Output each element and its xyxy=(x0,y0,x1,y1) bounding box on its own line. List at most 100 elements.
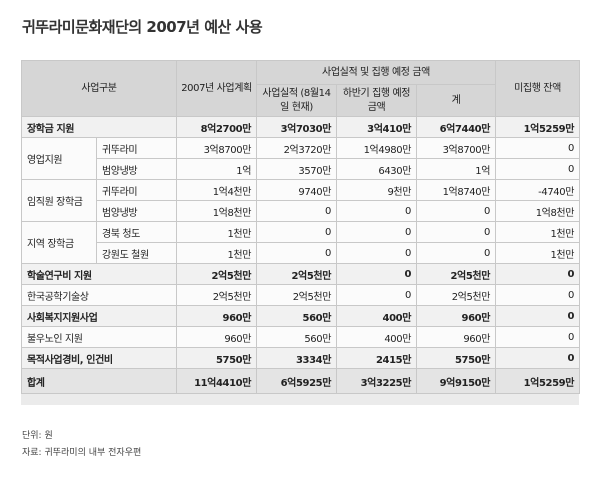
cell-balance: 0 xyxy=(495,326,581,348)
cell-plan: 5750만 xyxy=(176,347,258,369)
cell-sum: 1억 xyxy=(416,158,497,180)
header-second-half: 하반기 집행 예정 금액 xyxy=(336,84,418,117)
cell-plan: 960만 xyxy=(176,326,258,348)
header-category: 사업구분 xyxy=(20,60,178,117)
cell-balance: 0 xyxy=(495,284,581,306)
table-row: 장학금 지원 8억2700만 3억7030만 3억410만 6억7440만 1억… xyxy=(20,116,581,138)
page-title: 귀뚜라미문화재단의 2007년 예산 사용 xyxy=(22,18,263,36)
cell-sum: 5750만 xyxy=(416,347,497,369)
row-label: 사회복지지원사업 xyxy=(20,305,178,327)
cell-second-half: 3억3225만 xyxy=(336,368,418,394)
cell-balance: 1천만 xyxy=(495,221,581,243)
cell-sum: 2억5천만 xyxy=(416,263,497,285)
table-notes: 단위: 원 자료: 귀뚜라미의 내부 전자우편 xyxy=(22,428,141,462)
row-label: 불우노인 지원 xyxy=(20,326,178,348)
cell-second-half: 6430만 xyxy=(336,158,418,180)
cell-balance: 1억5259만 xyxy=(495,368,581,394)
table-row: 한국공학기술상 2억5천만 2억5천만 0 2억5천만 0 xyxy=(20,284,581,306)
header-group: 사업실적 및 집행 예정 금액 xyxy=(256,60,497,85)
cell-second-half: 1억4980만 xyxy=(336,137,418,159)
cell-sum: 960만 xyxy=(416,326,497,348)
cell-actual: 9740만 xyxy=(256,179,338,201)
cell-sum: 0 xyxy=(416,221,497,243)
cell-sum: 0 xyxy=(416,242,497,264)
cell-actual: 3570만 xyxy=(256,158,338,180)
header-sum: 계 xyxy=(416,84,497,117)
cell-plan: 2억5천만 xyxy=(176,284,258,306)
cell-balance: -4740만 xyxy=(495,179,581,201)
header-actual: 사업실적 (8월14일 현재) xyxy=(256,84,338,117)
cell-second-half: 400만 xyxy=(336,305,418,327)
table-row: 강원도 철원 1천만 0 0 0 1천만 xyxy=(22,242,581,264)
table-row: 임직원 장학금 귀뚜라미 1억4천만 9740만 9천만 1억8740만 -47… xyxy=(21,179,581,222)
row-label: 한국공학기술상 xyxy=(20,284,178,306)
cell-actual: 0 xyxy=(256,200,338,222)
cell-second-half: 0 xyxy=(336,284,418,306)
cell-actual: 3억7030만 xyxy=(256,116,338,138)
cell-actual: 3334만 xyxy=(256,347,338,369)
cell-second-half: 9천만 xyxy=(336,179,418,201)
cell-plan: 1억4천만 xyxy=(176,179,258,201)
cell-actual: 0 xyxy=(256,242,338,264)
row-group-label: 영업지원 xyxy=(21,137,97,180)
cell-sum: 1억8740만 xyxy=(416,179,497,201)
cell-actual: 2억5천만 xyxy=(256,284,338,306)
table-row: 지역 장학금 경북 청도 1천만 0 0 0 1천만 xyxy=(21,221,581,264)
cell-actual: 0 xyxy=(256,221,338,243)
cell-plan: 3억8700만 xyxy=(176,137,258,159)
row-sublabel: 범양냉방 xyxy=(95,200,178,222)
cell-balance: 0 xyxy=(495,347,581,369)
row-label: 장학금 지원 xyxy=(20,116,178,138)
row-sublabel: 범양냉방 xyxy=(95,158,178,180)
cell-actual: 2억3720만 xyxy=(256,137,338,159)
cell-plan: 11억4410만 xyxy=(176,368,258,394)
cell-sum: 3억8700만 xyxy=(416,137,497,159)
cell-sum: 6억7440만 xyxy=(416,116,497,138)
cell-balance: 0 xyxy=(495,305,581,327)
cell-balance: 0 xyxy=(495,137,581,159)
header-balance: 미집행 잔액 xyxy=(495,60,581,117)
row-label: 합계 xyxy=(20,368,178,394)
row-sublabel: 귀뚜라미 xyxy=(95,179,178,201)
unit-note: 단위: 원 xyxy=(22,431,53,441)
cell-actual: 560만 xyxy=(256,305,338,327)
cell-plan: 1억8천만 xyxy=(176,200,258,222)
cell-plan: 1천만 xyxy=(176,221,258,243)
row-label: 학술연구비 지원 xyxy=(20,263,178,285)
budget-table: 사업구분 2007년 사업계획 사업실적 및 집행 예정 금액 미집행 잔액 사… xyxy=(20,60,581,394)
cell-plan: 1천만 xyxy=(176,242,258,264)
cell-plan: 960만 xyxy=(176,305,258,327)
cell-second-half: 3억410만 xyxy=(336,116,418,138)
cell-balance: 1억5259만 xyxy=(495,116,581,138)
table-row: 학술연구비 지원 2억5천만 2억5천만 0 2억5천만 0 xyxy=(20,263,581,285)
cell-plan: 1억 xyxy=(176,158,258,180)
cell-balance: 1억8천만 xyxy=(495,200,581,222)
row-sublabel: 귀뚜라미 xyxy=(95,137,178,159)
table-row: 범양냉방 1억8천만 0 0 0 1억8천만 xyxy=(22,200,581,222)
table-row-total: 합계 11억4410만 6억5925만 3억3225만 9억9150만 1억52… xyxy=(20,368,581,394)
table-row: 사회복지지원사업 960만 560만 400만 960만 0 xyxy=(20,305,581,327)
cell-second-half: 400만 xyxy=(336,326,418,348)
source-note: 자료: 귀뚜라미의 내부 전자우편 xyxy=(22,448,142,458)
row-sublabel: 강원도 철원 xyxy=(95,242,178,264)
row-label: 목적사업경비, 인건비 xyxy=(20,347,178,369)
cell-balance: 0 xyxy=(495,158,581,180)
cell-plan: 2억5천만 xyxy=(176,263,258,285)
cell-actual: 2억5천만 xyxy=(256,263,338,285)
row-sublabel: 경북 청도 xyxy=(95,221,178,243)
cell-sum: 9억9150만 xyxy=(416,368,497,394)
cell-second-half: 0 xyxy=(336,200,418,222)
row-group-label: 지역 장학금 xyxy=(21,221,97,264)
cell-sum: 2억5천만 xyxy=(416,284,497,306)
cell-balance: 0 xyxy=(495,263,581,285)
cell-sum: 0 xyxy=(416,200,497,222)
table-row: 범양냉방 1억 3570만 6430만 1억 0 xyxy=(22,158,581,180)
cell-second-half: 0 xyxy=(336,242,418,264)
table-row: 영업지원 귀뚜라미 3억8700만 2억3720만 1억4980만 3억8700… xyxy=(21,137,581,180)
cell-actual: 560만 xyxy=(256,326,338,348)
cell-balance: 1천만 xyxy=(495,242,581,264)
table-row: 목적사업경비, 인건비 5750만 3334만 2415만 5750만 0 xyxy=(20,347,581,369)
cell-second-half: 0 xyxy=(336,263,418,285)
cell-actual: 6억5925만 xyxy=(256,368,338,394)
cell-second-half: 2415만 xyxy=(336,347,418,369)
